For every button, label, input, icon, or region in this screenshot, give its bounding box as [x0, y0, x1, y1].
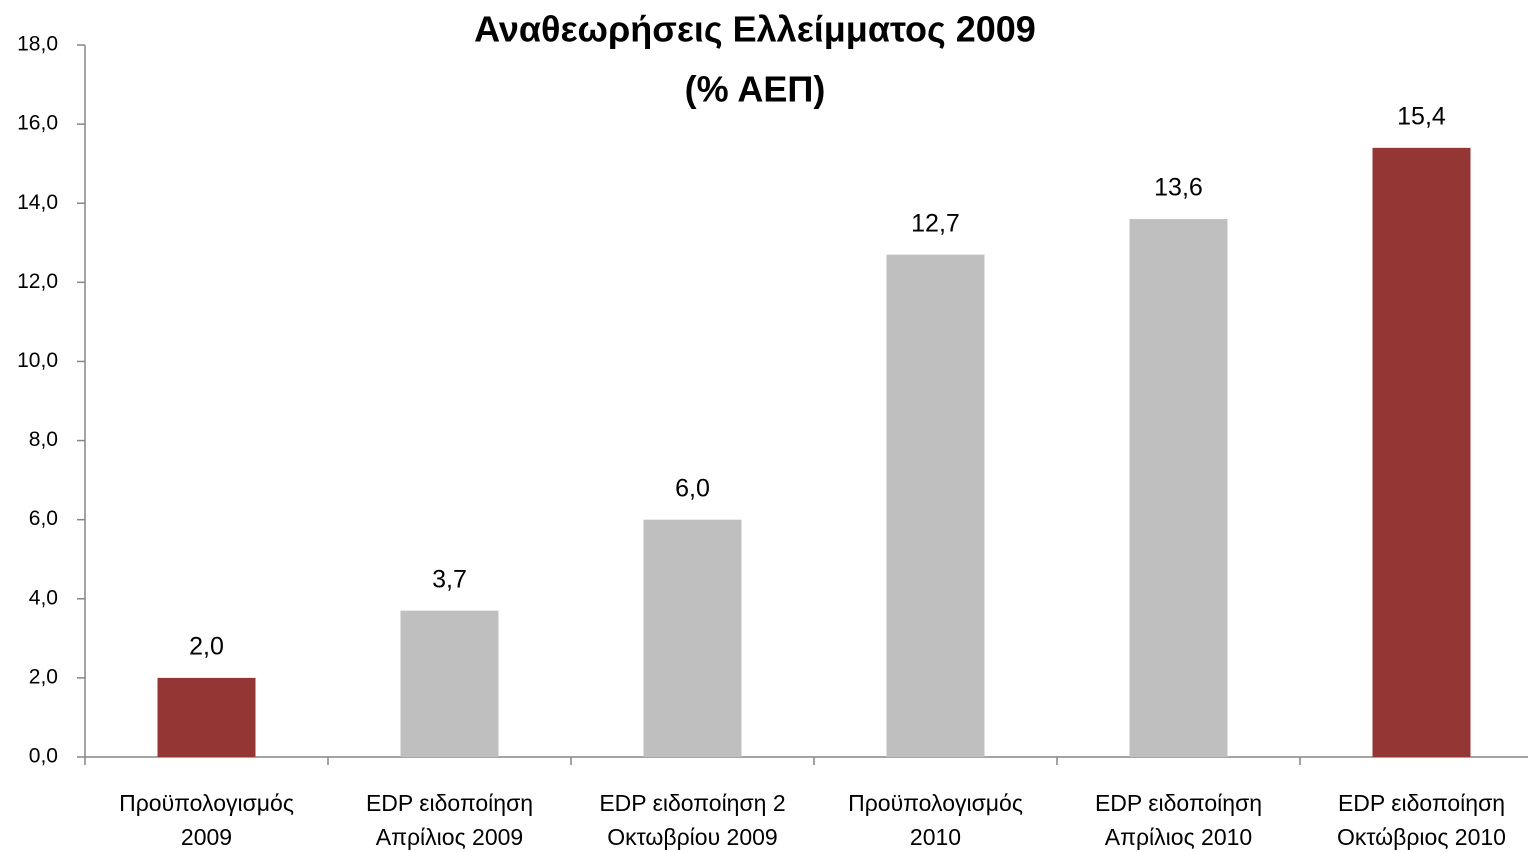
y-tick-label: 8,0	[29, 428, 58, 451]
data-label: 13,6	[1154, 174, 1203, 202]
data-label: 12,7	[911, 209, 960, 237]
y-tick-label: 10,0	[17, 349, 58, 372]
x-tick-label: EDP ειδοποίηση	[366, 790, 533, 816]
x-tick-label: Οκτωβρίου 2009	[607, 824, 777, 850]
bar	[886, 254, 985, 757]
bar	[400, 610, 499, 757]
y-tick-label: 18,0	[17, 33, 58, 56]
x-tick-label: Προϋπολογισμός	[119, 790, 294, 816]
bar	[1372, 147, 1471, 757]
bar	[643, 519, 742, 757]
x-tick-label: Απρίλιος 2009	[376, 824, 523, 850]
y-tick-label: 4,0	[29, 586, 58, 609]
data-label: 15,4	[1397, 102, 1446, 130]
bar	[1129, 219, 1228, 758]
x-tick-label: EDP ειδοποίηση	[1095, 790, 1262, 816]
x-tick-label: EDP ειδοποίηση 2	[599, 790, 785, 816]
y-tick-label: 14,0	[17, 191, 58, 214]
y-tick-label: 6,0	[29, 507, 58, 530]
x-tick-label: EDP ειδοποίηση	[1338, 790, 1505, 816]
y-tick-label: 16,0	[17, 112, 58, 135]
chart-title: Αναθεωρήσεις Ελλείμματος 2009	[474, 9, 1036, 50]
x-tick-label: Απρίλιος 2010	[1105, 824, 1252, 850]
x-tick-label: 2009	[181, 824, 232, 850]
y-tick-label: 0,0	[29, 745, 58, 768]
chart-title: (% ΑΕΠ)	[685, 69, 826, 110]
y-tick-label: 2,0	[29, 665, 58, 688]
data-label: 3,7	[432, 565, 467, 593]
x-tick-label: 2010	[910, 824, 961, 850]
x-tick-label: Οκτώβριος 2010	[1337, 824, 1506, 850]
data-label: 6,0	[675, 474, 710, 502]
data-label: 2,0	[189, 632, 224, 660]
y-tick-label: 12,0	[17, 270, 58, 293]
x-tick-label: Προϋπολογισμός	[848, 790, 1023, 816]
bar	[157, 677, 256, 757]
